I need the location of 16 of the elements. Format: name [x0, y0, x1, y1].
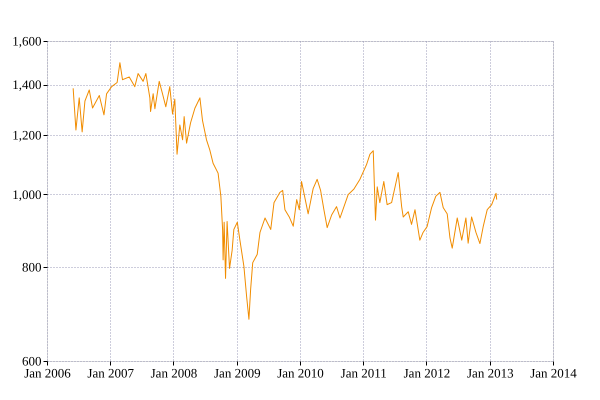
x-tick-label: Jan 2010 [277, 366, 324, 380]
x-tick-label: Jan 2014 [530, 366, 578, 380]
x-tick-label: Jan 2009 [214, 366, 261, 380]
x-tick-label: Jan 2006 [24, 366, 72, 380]
y-tick-label: 800 [22, 260, 42, 275]
x-tick-label: Jan 2007 [87, 366, 134, 380]
x-tick-label: Jan 2008 [150, 366, 198, 380]
x-tick-label: Jan 2013 [466, 366, 514, 380]
y-tick-label: 1,400 [12, 77, 42, 92]
line-series [72, 62, 498, 320]
y-tick-label: 1,000 [12, 186, 42, 202]
y-tick-label: 600 [22, 354, 42, 368]
x-tick-label: Jan 2012 [404, 366, 450, 380]
y-tick-label: 1,600 [12, 34, 42, 48]
x-tick-label: Jan 2011 [340, 366, 387, 380]
y-tick-label: 1,200 [12, 127, 42, 142]
